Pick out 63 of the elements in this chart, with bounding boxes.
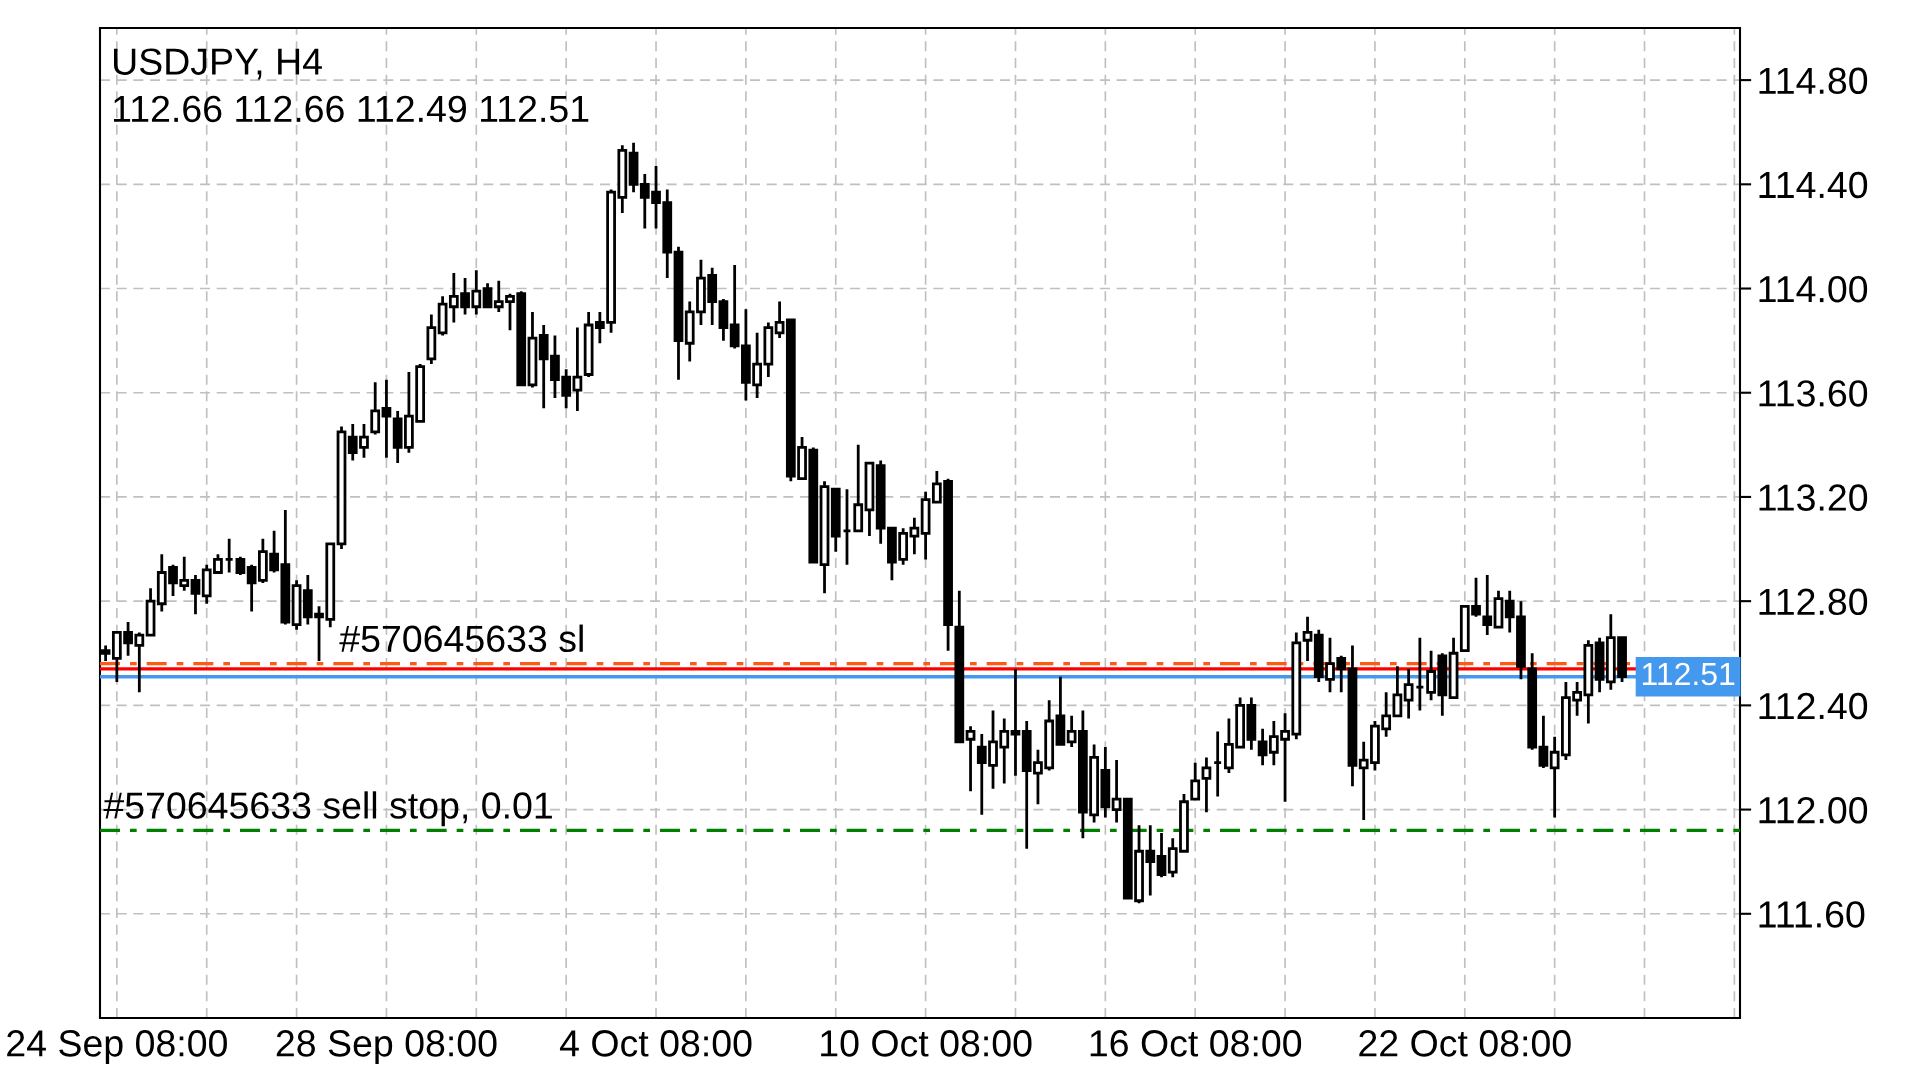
text: 112.66 112.66 112.49 112.51 [113, 95, 589, 123]
candlestick [1302, 615, 1313, 663]
candlestick [1414, 636, 1425, 712]
y-tick-label: 112.80 [1759, 588, 1868, 616]
x-tick-label: 10 Oct 08:00 [821, 1030, 1032, 1057]
candlestick [673, 245, 684, 382]
candlestick [291, 578, 302, 632]
candlestick [145, 586, 156, 637]
y-tick-label: 114.80 [1759, 67, 1868, 95]
candlestick [909, 516, 920, 556]
candlestick [1493, 589, 1504, 629]
candlestick [336, 425, 347, 551]
candlestick [830, 487, 841, 554]
candlestick [1403, 667, 1414, 720]
y-tick-label: 113.20 [1759, 484, 1868, 511]
candlestick [426, 313, 437, 366]
candlestick [853, 443, 864, 533]
candlestick [437, 294, 448, 337]
candlestick [774, 300, 785, 340]
y-tick-label: 112.40 [1759, 692, 1868, 720]
y-tick-label: 114.40 [1759, 171, 1868, 199]
candlestick [381, 378, 392, 460]
candlestick [864, 461, 875, 538]
candlestick [718, 297, 729, 343]
candlestick [1212, 730, 1223, 798]
candlestick [482, 281, 493, 309]
candlestick [842, 487, 852, 567]
ref-line-label: 112.51 [1642, 662, 1735, 686]
x-tick-label: 4 Oct 08:00 [559, 1030, 752, 1057]
candlestick [920, 490, 931, 561]
y-tick-label: 113.60 [1759, 380, 1868, 407]
candlestick [1010, 667, 1021, 778]
x-tick-label: 28 Sep 08:00 [276, 1030, 497, 1065]
candlestick [1527, 651, 1538, 752]
candlestick [1055, 675, 1066, 746]
candlestick [954, 589, 965, 744]
candlestick [1448, 636, 1459, 699]
chart-title: USDJPY, H4 [114, 48, 322, 80]
candlestick [965, 724, 976, 793]
candlestick [1594, 636, 1605, 694]
candlestick [1156, 831, 1167, 879]
candlestick [1201, 756, 1212, 814]
candlestick [1538, 714, 1549, 770]
x-tick-label: 22 Oct 08:00 [1359, 1030, 1571, 1057]
ref-line-label: #570645633 sell stop, 0.01 [103, 791, 552, 827]
y-tick-label: 111.60 [1759, 901, 1865, 928]
candlestick [235, 555, 246, 577]
candlestick [370, 380, 381, 436]
candlestick [1347, 644, 1358, 788]
candlestick [1111, 758, 1122, 824]
y-tick-label: 114.00 [1759, 275, 1868, 303]
y-tick-label: 112.00 [1759, 796, 1868, 824]
candlestick [819, 479, 830, 595]
candlestick [628, 141, 639, 194]
ref-line-label: #570645633 sl [339, 624, 583, 653]
x-tick-label: 16 Oct 08:00 [1090, 1030, 1302, 1057]
candlestick [1257, 727, 1268, 767]
candlestick [224, 537, 235, 574]
candlestick [190, 573, 201, 616]
candlestick [1392, 664, 1403, 718]
x-tick-label: 24 Sep 08:00 [7, 1030, 227, 1065]
candlestick [527, 310, 538, 389]
candlestick [572, 326, 583, 413]
